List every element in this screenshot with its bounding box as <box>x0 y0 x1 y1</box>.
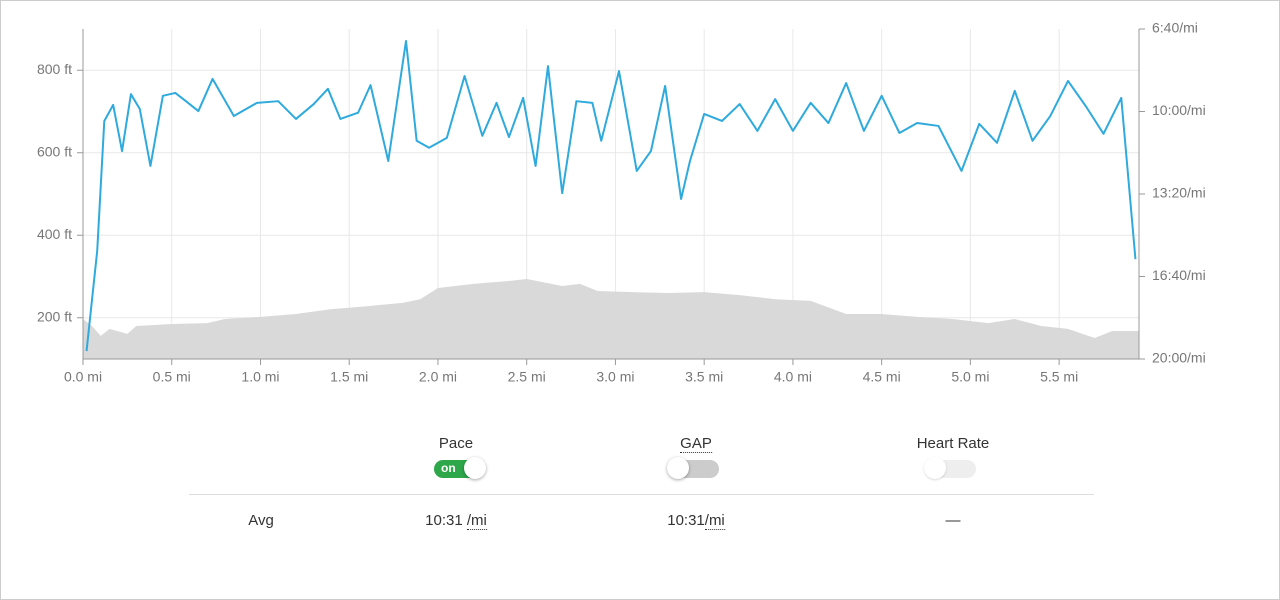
y2-tick-label: 16:40/mi <box>1152 267 1206 283</box>
heart-rate-toggle[interactable] <box>924 457 976 479</box>
gap-unit: /mi <box>704 512 725 530</box>
pace-unit: /mi <box>466 512 487 530</box>
x-tick-label: 4.0 mi <box>774 369 812 385</box>
x-tick-label: 2.0 mi <box>419 369 457 385</box>
avg-pace: 10:31 /mi <box>425 512 487 530</box>
gap-value: 10:31 <box>667 512 705 529</box>
toggle-label: Pace <box>438 435 474 452</box>
toggle-label: Heart Rate <box>916 435 990 452</box>
x-tick-label: 5.0 mi <box>951 369 989 385</box>
y-tick-label: 800 ft <box>37 61 72 77</box>
x-tick-label: 1.0 mi <box>241 369 279 385</box>
toggle-knob <box>667 457 689 479</box>
x-tick-label: 0.0 mi <box>64 369 102 385</box>
y2-tick-label: 13:20/mi <box>1152 185 1206 201</box>
avg-heart-rate: — <box>945 512 961 529</box>
gap-label: GAP <box>680 435 712 453</box>
divider <box>189 494 1094 495</box>
toggle-label: GAP <box>680 435 712 453</box>
gap-toggle[interactable] <box>667 457 719 479</box>
y2-tick-label: 6:40/mi <box>1152 20 1198 36</box>
y-tick-label: 400 ft <box>37 226 72 242</box>
y-tick-label: 600 ft <box>37 143 72 159</box>
y2-tick-label: 20:00/mi <box>1152 350 1206 366</box>
x-tick-label: 3.0 mi <box>596 369 634 385</box>
toggle-knob <box>464 457 486 479</box>
x-tick-label: 5.5 mi <box>1040 369 1078 385</box>
x-tick-label: 1.5 mi <box>330 369 368 385</box>
elevation-area <box>83 278 1139 359</box>
toggle-knob <box>924 457 946 479</box>
toggle-state: on <box>441 461 456 475</box>
x-tick-label: 0.5 mi <box>153 369 191 385</box>
x-tick-label: 4.5 mi <box>863 369 901 385</box>
pace-value: 10:31 <box>425 512 463 529</box>
x-tick-label: 2.5 mi <box>508 369 546 385</box>
pace-line <box>85 39 1137 352</box>
chart: 0.0 mi 0.5 mi 1.0 mi 1.5 mi 2.0 mi 2.5 mi 3.0 … <box>37 20 1206 385</box>
pace-toggle[interactable]: on <box>434 457 486 479</box>
avg-gap: 10:31/mi <box>667 512 725 530</box>
y-tick-label: 200 ft <box>37 308 72 324</box>
y2-tick-label: 10:00/mi <box>1152 102 1206 118</box>
stat-label: Avg <box>248 512 274 529</box>
x-tick-label: 3.5 mi <box>685 369 723 385</box>
